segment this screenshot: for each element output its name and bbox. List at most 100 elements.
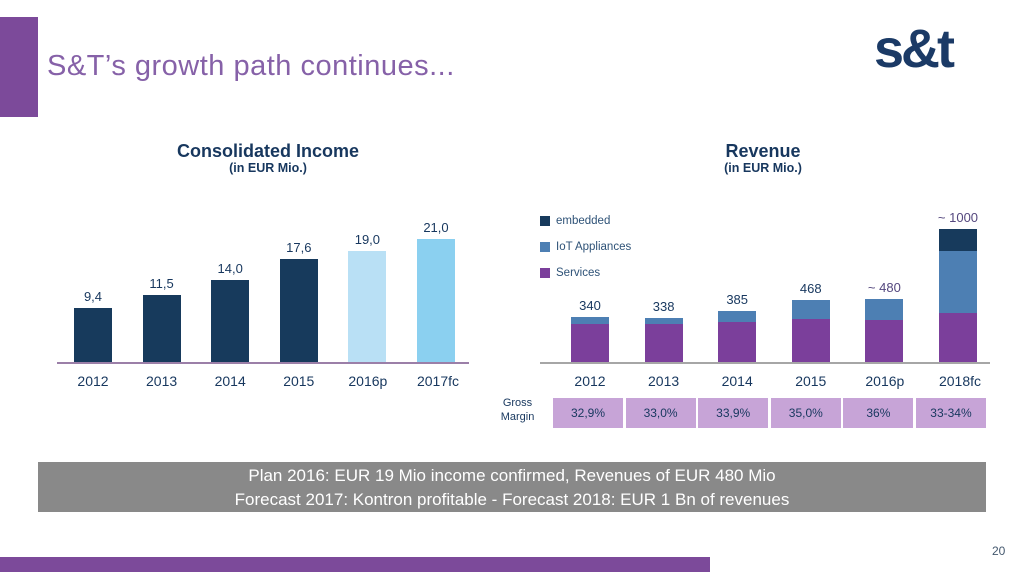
legend-label: IoT Appliances <box>556 241 632 253</box>
revenue-x-label: 2013 <box>648 373 680 389</box>
legend-item-services: Services <box>540 260 631 286</box>
revenue-segment-iot-appliances <box>718 311 757 323</box>
legend-swatch-icon <box>540 216 550 226</box>
revenue-bar-column: 385 <box>718 292 757 363</box>
legend-swatch-icon <box>540 242 550 252</box>
revenue-segment-iot-appliances <box>571 317 609 325</box>
revenue-x-label: 2018fc <box>938 373 982 389</box>
revenue-stacked-bar <box>718 311 757 363</box>
revenue-segment-services <box>571 324 609 363</box>
gross-margin-cell: 36% <box>843 398 914 428</box>
revenue-chart-title-block: Revenue (in EUR Mio.) <box>553 141 973 176</box>
revenue-segment-iot-appliances <box>938 251 977 314</box>
income-chart-x-axis <box>57 362 469 364</box>
bar-value-label: 340 <box>579 298 601 314</box>
income-chart-title-block: Consolidated Income (in EUR Mio.) <box>58 141 478 176</box>
income-chart-bars: 9,4 11,5 14,0 17,6 19,0 21,0 <box>74 213 455 363</box>
income-bar-column: 9,4 <box>74 289 112 363</box>
bar-value-label: 9,4 <box>83 288 103 304</box>
income-x-label: 2013 <box>146 373 178 389</box>
revenue-stacked-bar <box>644 317 683 363</box>
accent-rectangle <box>0 17 38 117</box>
income-x-label: 2014 <box>214 373 246 389</box>
revenue-segment-services <box>718 322 757 363</box>
revenue-chart-legend: embedded IoT Appliances Services <box>540 208 631 286</box>
revenue-x-label: 2014 <box>721 373 753 389</box>
revenue-segment-embedded <box>938 229 977 252</box>
income-x-label: 2012 <box>77 373 109 389</box>
bar-value-label: 11,5 <box>149 276 174 292</box>
revenue-segment-iot-appliances <box>865 298 904 321</box>
income-bar-column: 17,6 <box>279 240 318 363</box>
revenue-bar-column: ~ 480 <box>865 279 904 363</box>
income-bar <box>416 239 455 363</box>
revenue-bar-column: 338 <box>644 298 683 363</box>
gross-margin-cell: 35,0% <box>770 398 841 428</box>
bar-value-label: 14,0 <box>217 261 243 277</box>
income-bar <box>279 259 318 363</box>
revenue-stacked-bar <box>791 300 830 363</box>
legend-item-iot-appliances: IoT Appliances <box>540 234 631 260</box>
income-bar <box>142 295 181 363</box>
revenue-chart-bars: 340 338 385 468 ~ 480 ~ 1000 <box>571 203 979 363</box>
income-x-label: 2015 <box>283 373 315 389</box>
revenue-segment-services <box>865 320 904 363</box>
bar-value-label: 19,0 <box>354 231 381 247</box>
revenue-stacked-bar <box>865 298 904 363</box>
revenue-x-label: 2016p <box>865 373 905 389</box>
company-logo: s&t <box>874 19 955 79</box>
revenue-x-label: 2015 <box>795 373 827 389</box>
income-bar-column: 19,0 <box>348 231 387 363</box>
revenue-segment-services <box>791 318 830 363</box>
bar-value-label: 338 <box>652 298 675 314</box>
revenue-segment-iot-appliances <box>791 300 830 319</box>
gross-margin-label: Gross Margin <box>500 397 535 423</box>
revenue-chart-x-labels: 2012 2013 2014 2015 2016p 2018fc <box>571 373 982 389</box>
gross-margin-cell: 33,0% <box>625 398 696 428</box>
income-x-label: 2017fc <box>416 373 460 389</box>
revenue-segment-iot-appliances <box>644 317 683 325</box>
page-number: 20 <box>992 544 1006 558</box>
slide-title: S&T’s growth path continues... <box>47 50 455 82</box>
revenue-bar-column: 468 <box>791 281 830 363</box>
gross-margin-cell: 33-34% <box>915 398 986 428</box>
income-chart-subtitle: (in EUR Mio.) <box>229 161 307 175</box>
revenue-stacked-bar <box>571 317 609 363</box>
legend-swatch-icon <box>540 268 550 278</box>
income-bar-column: 11,5 <box>142 276 181 363</box>
footer-accent-bar <box>0 557 710 572</box>
income-bar-column: 14,0 <box>211 261 250 363</box>
gross-margin-cell: 32,9% <box>553 398 623 428</box>
legend-label: Services <box>556 267 601 279</box>
summary-banner: Plan 2016: EUR 19 Mio income confirmed, … <box>38 462 986 512</box>
bar-value-label: ~ 1000 <box>937 210 979 226</box>
banner-line-1: Plan 2016: EUR 19 Mio income confirmed, … <box>248 466 776 485</box>
income-chart-title: Consolidated Income <box>176 141 360 161</box>
revenue-chart-x-axis <box>540 362 990 364</box>
revenue-x-label: 2012 <box>574 373 606 389</box>
revenue-chart-subtitle: (in EUR Mio.) <box>724 161 802 175</box>
income-chart-x-labels: 2012 2013 2014 2015 2016p 2017fc <box>74 373 460 389</box>
revenue-chart-title: Revenue <box>725 141 801 161</box>
revenue-stacked-bar <box>938 229 977 363</box>
legend-item-embedded: embedded <box>540 208 631 234</box>
income-bar-column: 21,0 <box>416 220 455 363</box>
revenue-bar-column: 340 <box>571 298 609 363</box>
bar-value-label: ~ 480 <box>867 279 901 295</box>
bar-value-label: 17,6 <box>286 240 312 256</box>
income-bar <box>74 307 112 363</box>
income-bar <box>211 280 250 363</box>
banner-line-2: Forecast 2017: Kontron profitable - Fore… <box>234 490 790 509</box>
bar-value-label: 21,0 <box>423 220 449 236</box>
gross-margin-row: 32,9% 33,0% 33,9% 35,0% 36% 33-34% <box>553 398 986 428</box>
income-bar <box>348 250 387 363</box>
revenue-bar-column: ~ 1000 <box>937 210 979 363</box>
legend-label: embedded <box>556 215 611 227</box>
revenue-segment-services <box>938 313 977 363</box>
revenue-segment-services <box>644 324 683 363</box>
bar-value-label: 385 <box>726 292 749 308</box>
gross-margin-cell: 33,9% <box>698 398 769 428</box>
bar-value-label: 468 <box>799 281 822 297</box>
income-x-label: 2016p <box>348 373 388 389</box>
